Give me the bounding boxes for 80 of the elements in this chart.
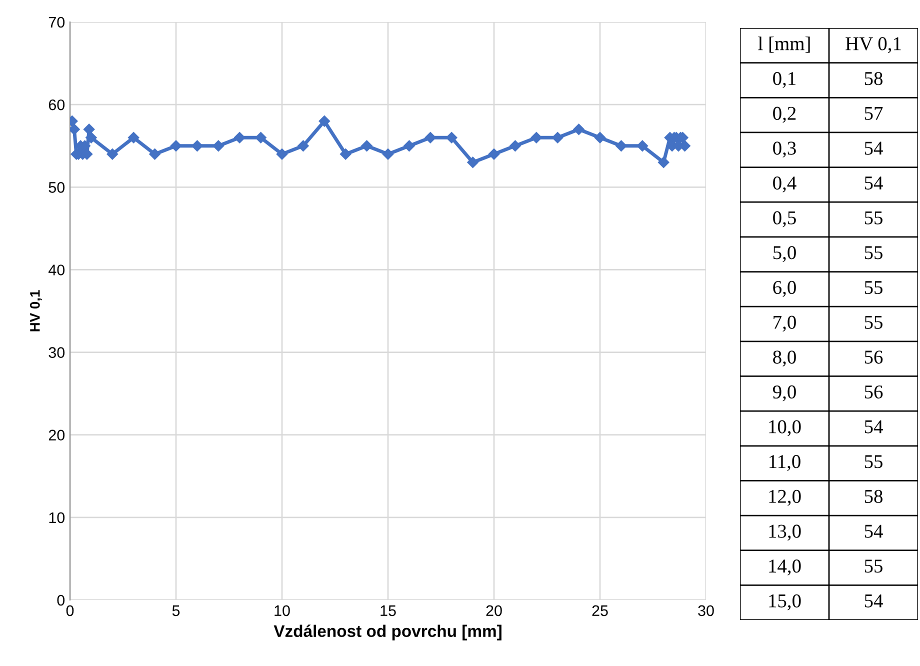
text: HV 0,1 — [846, 37, 901, 54]
category-label: 13,0 — [769, 524, 801, 541]
category-label: 9,0 — [772, 385, 796, 402]
data-label: 57 — [864, 107, 883, 120]
data-label: 54 — [864, 176, 883, 190]
y-tick-label: 70 — [48, 16, 65, 28]
data-label: 55 — [864, 211, 882, 224]
category-label: 0,4 — [773, 176, 796, 192]
category-label: 6,0 — [773, 280, 796, 297]
point — [636, 140, 648, 152]
point — [276, 148, 288, 160]
data-label: 55 — [864, 246, 882, 260]
category-label: 0,5 — [773, 211, 796, 228]
category-label: 15,0 — [769, 594, 801, 610]
point — [510, 140, 521, 152]
y-tick-label: 60 — [48, 99, 65, 110]
x-tick-label: 25 — [592, 605, 608, 616]
point — [83, 124, 95, 135]
point — [340, 148, 352, 160]
category-label: 0,2 — [773, 106, 796, 123]
point — [467, 156, 478, 168]
point — [382, 148, 394, 160]
category-label: 8,0 — [773, 350, 796, 366]
data-label: 55 — [864, 560, 882, 573]
text: l [mm] — [758, 36, 810, 53]
data-label: 56 — [864, 385, 883, 399]
x-tick-label: 5 — [172, 605, 180, 616]
data-label: 55 — [864, 281, 882, 294]
point — [255, 132, 266, 144]
x-axis-title: Vzdálenost od povrchu [mm] — [274, 624, 502, 640]
point — [658, 156, 670, 168]
point — [404, 140, 415, 152]
x-tick-label: 15 — [380, 605, 396, 616]
point — [361, 140, 372, 152]
category-label: 11,0 — [770, 455, 800, 471]
y-tick-label: 30 — [48, 347, 65, 358]
category-label: 10,0 — [769, 420, 801, 436]
y-tick-label: 40 — [48, 264, 65, 276]
point — [149, 148, 160, 160]
y-tick-label: 20 — [48, 430, 65, 441]
category-label: 7,0 — [774, 316, 796, 332]
x-tick-label: 0 — [66, 605, 74, 616]
point — [128, 132, 140, 144]
data-label: 58 — [864, 72, 882, 86]
data-label: 54 — [864, 594, 883, 608]
point — [170, 140, 182, 152]
category-label: 14,0 — [769, 560, 801, 576]
point — [192, 140, 203, 152]
point — [594, 132, 606, 144]
point — [616, 140, 627, 152]
point — [298, 140, 309, 152]
point — [106, 148, 118, 160]
category-label: 0,1 — [773, 72, 796, 88]
y-tick-label: 10 — [49, 512, 65, 524]
point — [234, 132, 246, 144]
point — [212, 140, 224, 152]
data-label: 54 — [864, 524, 883, 538]
point — [424, 132, 436, 144]
point — [530, 132, 542, 144]
y-tick-label: 50 — [48, 182, 65, 193]
data-label: 55 — [864, 455, 882, 468]
data-label: 55 — [864, 316, 882, 329]
x-tick-label: 30 — [698, 605, 714, 616]
y-axis-title: HV 0,1 — [30, 290, 42, 332]
y-tick-label: 0 — [57, 594, 65, 606]
point — [552, 132, 564, 144]
point — [446, 132, 458, 144]
category-label: 0,3 — [773, 142, 796, 158]
category-label: 5,0 — [773, 246, 796, 262]
data-label: 56 — [864, 350, 883, 364]
x-tick-label: 10 — [274, 605, 290, 616]
data-label: 54 — [864, 142, 883, 155]
point — [573, 124, 584, 135]
data-label: 58 — [864, 490, 882, 503]
data-label: 54 — [864, 420, 883, 434]
point — [318, 115, 330, 127]
point — [488, 148, 500, 160]
point — [86, 132, 97, 144]
x-tick-label: 20 — [486, 605, 502, 616]
category-label: 12,0 — [769, 490, 801, 506]
